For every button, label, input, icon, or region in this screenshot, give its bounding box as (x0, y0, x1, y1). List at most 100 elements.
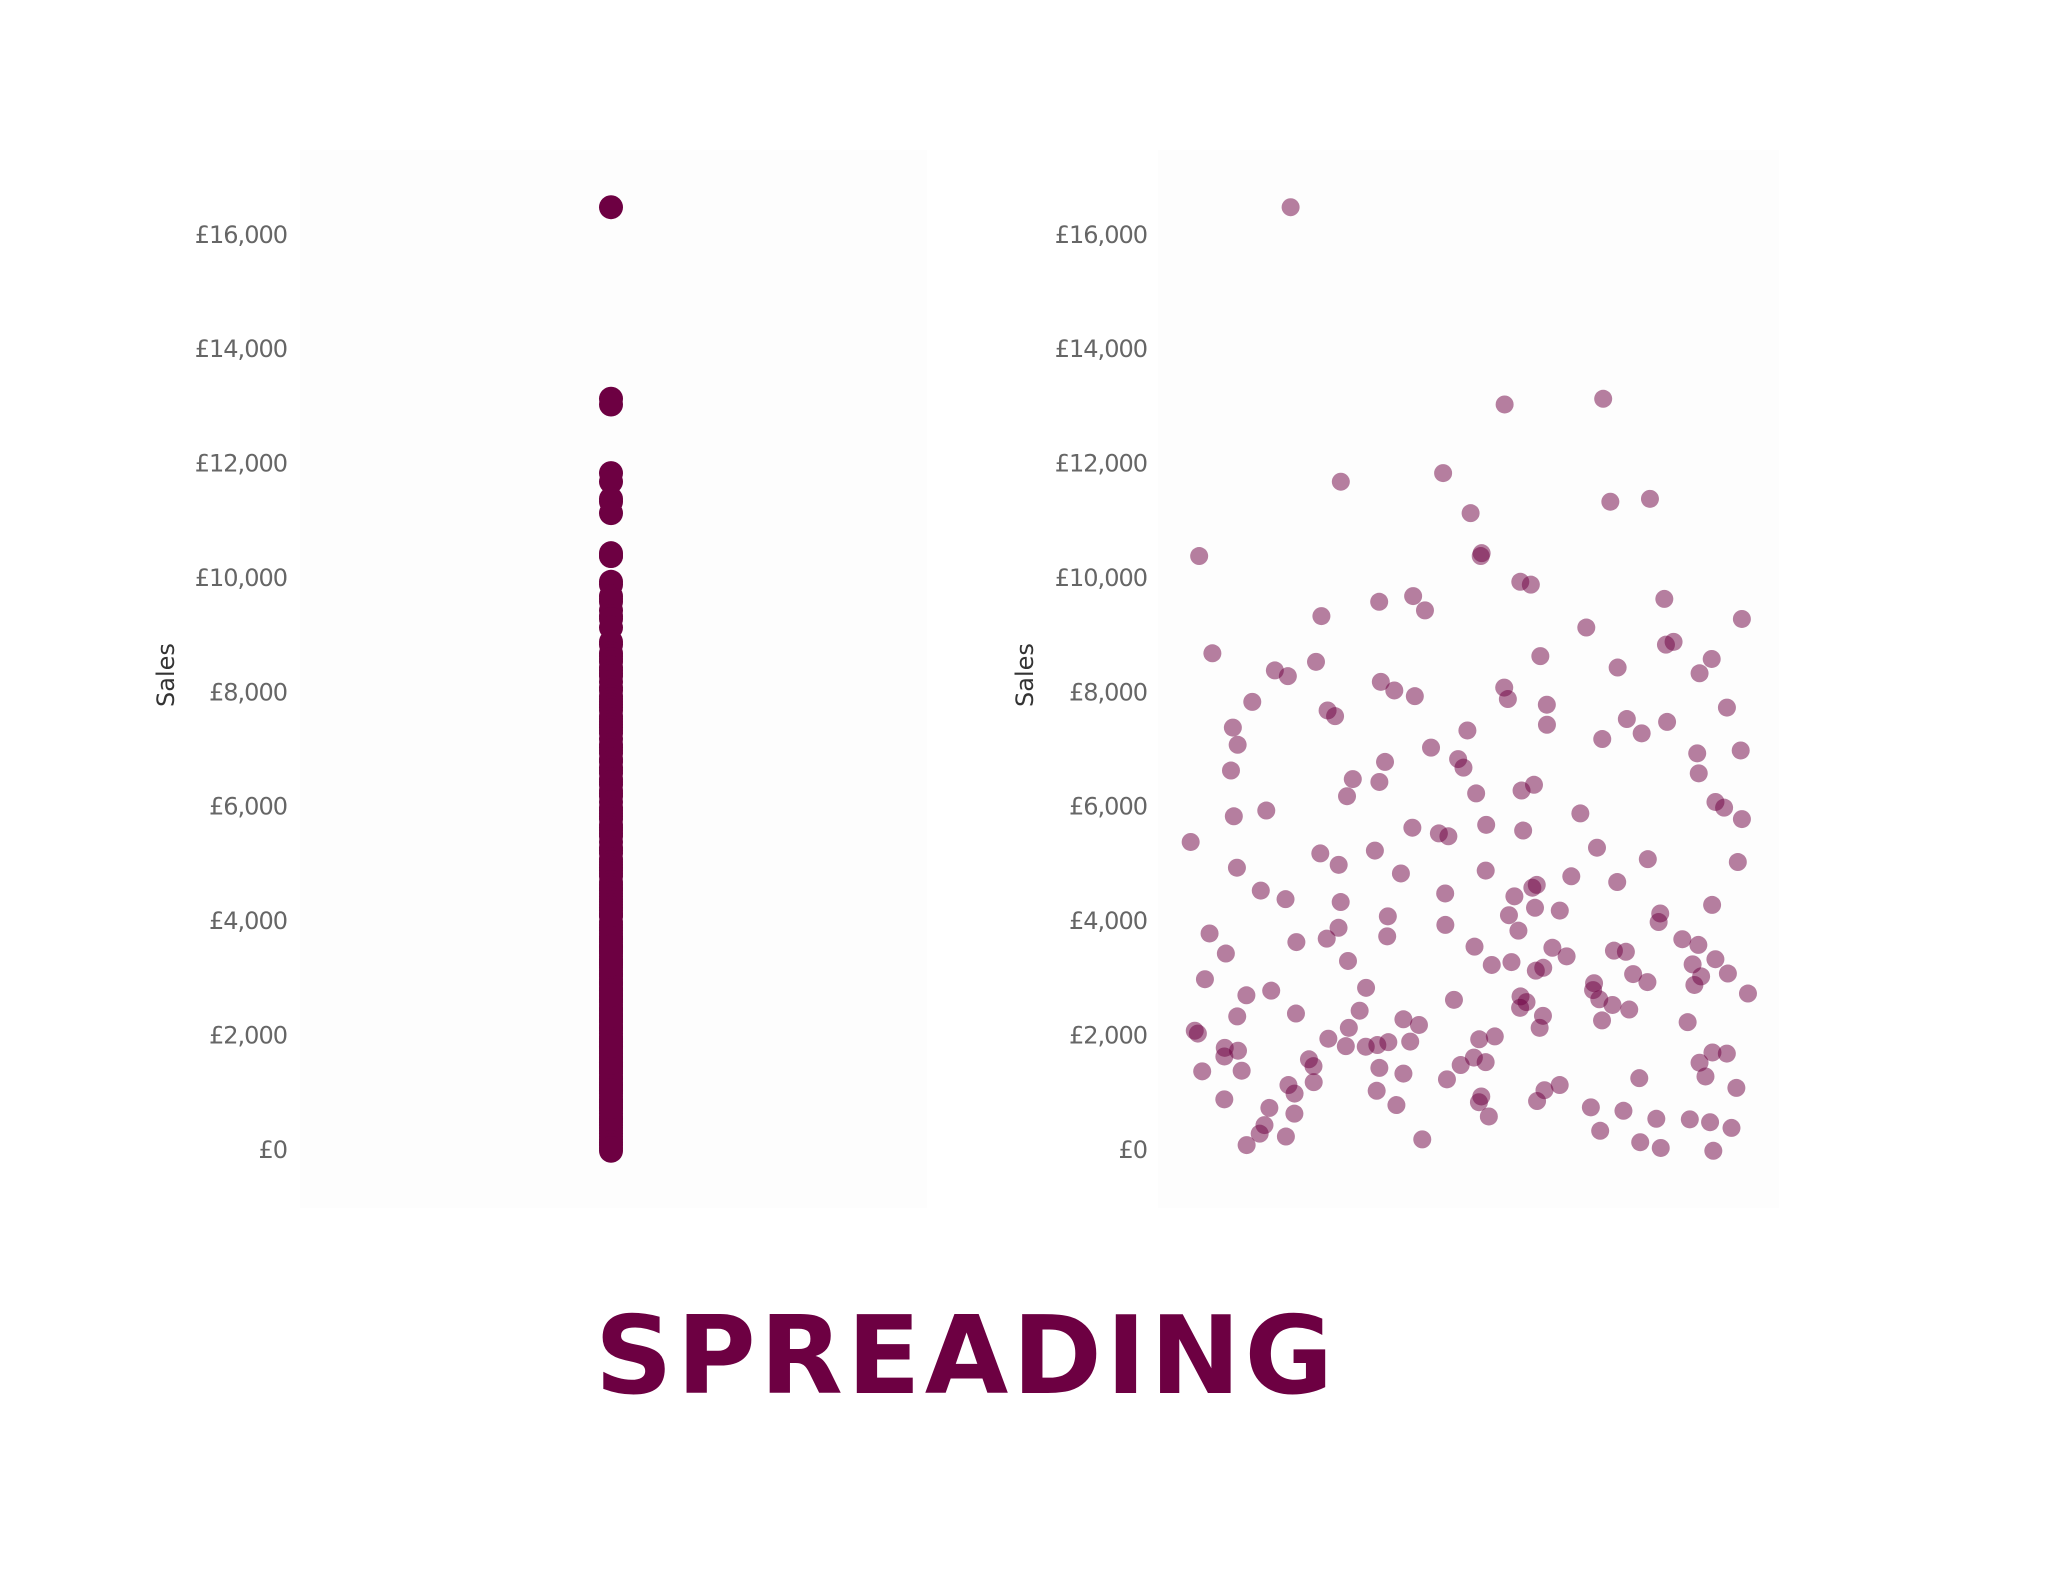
point (1689, 935, 1708, 954)
point (1436, 884, 1455, 903)
point (1203, 644, 1222, 663)
point (1577, 618, 1596, 637)
point (1260, 1098, 1279, 1117)
point (1537, 715, 1556, 734)
point (1188, 1024, 1207, 1043)
point (1608, 873, 1627, 892)
point (1499, 906, 1518, 925)
point (1216, 944, 1235, 963)
point (1617, 710, 1636, 729)
point (1409, 1015, 1428, 1034)
y-tick-label: £8,000 (209, 678, 287, 706)
point (1338, 787, 1357, 806)
point (1469, 1093, 1488, 1112)
point (1306, 652, 1325, 671)
point (1304, 1057, 1323, 1076)
point (1732, 810, 1751, 829)
point (1717, 698, 1736, 717)
point (1371, 672, 1390, 691)
point (1394, 1010, 1413, 1029)
point (1495, 395, 1514, 414)
point (1477, 815, 1496, 834)
point (1533, 1006, 1552, 1025)
point (1731, 741, 1750, 760)
point (1329, 918, 1348, 937)
point (1727, 1078, 1746, 1097)
point (1436, 915, 1455, 934)
point (599, 544, 623, 569)
point (1243, 692, 1262, 711)
point (1470, 1030, 1489, 1049)
point (1336, 1037, 1355, 1056)
point (1638, 850, 1657, 869)
point (1471, 547, 1490, 566)
y-axis-title: Sales (152, 643, 180, 707)
point (1276, 1127, 1295, 1146)
point (1658, 712, 1677, 731)
point (1350, 1001, 1369, 1020)
point (1647, 1109, 1666, 1128)
point (1718, 964, 1737, 983)
point (1593, 1011, 1612, 1030)
plot-bg (1158, 150, 1779, 1208)
point (1526, 961, 1545, 980)
point (1262, 981, 1281, 1000)
point (599, 934, 623, 959)
point (1485, 1027, 1504, 1046)
point (1376, 752, 1395, 771)
point (1476, 861, 1495, 880)
point (1227, 858, 1246, 877)
point (1584, 981, 1603, 1000)
point (1512, 781, 1531, 800)
point (1690, 1053, 1709, 1072)
point (1526, 898, 1545, 917)
point (599, 952, 623, 977)
point (1319, 1029, 1338, 1048)
point (599, 1050, 623, 1075)
point (1732, 609, 1751, 628)
point (1703, 895, 1722, 914)
point (599, 1138, 623, 1163)
point (1215, 1090, 1234, 1109)
y-tick-label: £6,000 (209, 793, 287, 821)
point (1630, 1069, 1649, 1088)
point (1458, 721, 1477, 740)
point (1543, 938, 1562, 957)
point (1603, 995, 1622, 1014)
point (1673, 930, 1692, 949)
point (1312, 607, 1331, 626)
point (1405, 687, 1424, 706)
point (1223, 718, 1242, 737)
point (1601, 492, 1620, 511)
y-tick-label: £12,000 (1055, 450, 1147, 478)
point (1276, 890, 1295, 909)
point (1232, 1061, 1251, 1080)
point (1370, 772, 1389, 791)
point (1550, 901, 1569, 920)
point (1701, 1113, 1720, 1132)
point (1702, 649, 1721, 668)
point (1502, 953, 1521, 972)
point (1696, 1067, 1715, 1086)
point (1285, 1084, 1304, 1103)
y-tick-label: £16,000 (195, 221, 287, 249)
point (1685, 975, 1704, 994)
point (1338, 951, 1357, 970)
point (1251, 881, 1270, 900)
point (1195, 970, 1214, 989)
point (1728, 853, 1747, 872)
point (1624, 965, 1643, 984)
point (1422, 738, 1441, 757)
point (1638, 973, 1657, 992)
y-tick-label: £4,000 (209, 907, 287, 935)
point (1357, 978, 1376, 997)
point (1651, 1138, 1670, 1157)
y-tick-label: £10,000 (195, 564, 287, 592)
point (1683, 955, 1702, 974)
point (1237, 986, 1256, 1005)
point (1250, 1124, 1269, 1143)
point (1278, 667, 1297, 686)
y-axis-title: Sales (1011, 643, 1039, 707)
y-tick-label: £16,000 (1055, 221, 1147, 249)
